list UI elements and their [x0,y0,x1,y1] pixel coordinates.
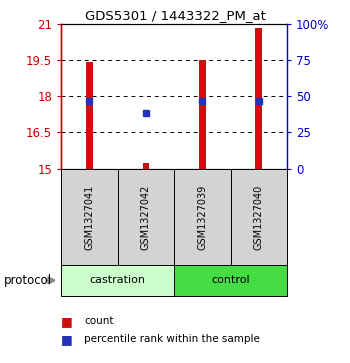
Text: protocol: protocol [4,274,52,287]
Text: GDS5301 / 1443322_PM_at: GDS5301 / 1443322_PM_at [85,9,265,22]
Bar [199,60,206,169]
Bar [118,169,174,265]
Bar [86,62,93,169]
Text: percentile rank within the sample: percentile rank within the sample [84,334,260,344]
Bar [61,265,174,296]
Text: control: control [211,276,250,285]
Text: castration: castration [90,276,146,285]
Text: GSM1327042: GSM1327042 [141,184,151,250]
Text: GSM1327039: GSM1327039 [197,184,207,249]
Bar [142,163,149,169]
Text: count: count [84,316,113,326]
Text: GSM1327041: GSM1327041 [84,184,94,249]
Bar [256,28,262,169]
Text: ■: ■ [61,315,73,328]
Text: ■: ■ [61,333,73,346]
Bar [231,169,287,265]
Bar [174,169,231,265]
Bar [61,169,118,265]
Text: GSM1327040: GSM1327040 [254,184,264,249]
Bar [174,265,287,296]
